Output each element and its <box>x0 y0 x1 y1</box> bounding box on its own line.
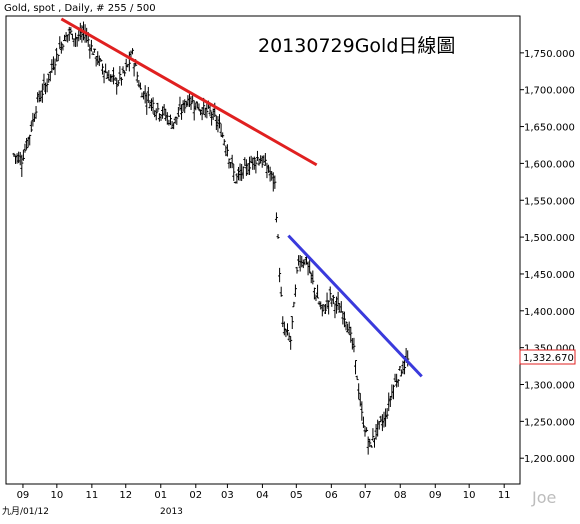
x-tick-label: 05 <box>290 490 303 501</box>
y-tick-label: 1,200.000 <box>524 454 575 465</box>
chart-header: Gold, spot , Daily, # 255 / 500 <box>4 3 156 14</box>
x-tick-label: 12 <box>119 490 132 501</box>
x-tick-label: 04 <box>256 490 269 501</box>
year-label: 2013 <box>160 507 183 517</box>
price-bars <box>12 21 410 455</box>
chart-title: 20130729Gold日線圖 <box>258 35 455 57</box>
blue-trendline <box>287 234 423 378</box>
last-price-badge-box <box>519 349 576 365</box>
y-tick-label: 1,450.000 <box>524 270 575 281</box>
x-tick-label: 11 <box>498 490 511 501</box>
x-axis: 09 10 11 12 01 02 03 04 05 06 07 08 09 10 11 <box>17 484 511 501</box>
red-trendline <box>60 17 318 167</box>
x-tick-label: 09 <box>429 490 442 501</box>
x-tick-label: 06 <box>325 490 338 501</box>
last-price-badge: 1,332.670 <box>523 353 574 364</box>
x-tick-label: 09 <box>17 490 30 501</box>
y-tick-label: 1,350.000 <box>524 344 575 355</box>
x-tick-label: 10 <box>463 490 476 501</box>
x-tick-label: 11 <box>85 490 98 501</box>
plot-frame <box>5 15 521 485</box>
y-tick-label: 1,700.000 <box>524 86 575 97</box>
x-tick-label: 10 <box>50 490 63 501</box>
x-tick-label: 07 <box>359 490 372 501</box>
start-date-label: 九月/01/12 <box>2 506 49 517</box>
y-axis: 1,200.000 1,250.000 1,300.000 1,350.000 1,40… <box>520 49 575 465</box>
watermark: Joe <box>531 488 556 507</box>
x-tick-label: 02 <box>189 490 202 501</box>
y-tick-label: 1,600.000 <box>524 159 575 170</box>
y-tick-label: 1,750.000 <box>524 49 575 60</box>
y-tick-label: 1,650.000 <box>524 123 575 134</box>
y-tick-label: 1,400.000 <box>524 307 575 318</box>
y-tick-label: 1,500.000 <box>524 233 575 244</box>
y-tick-label: 1,550.000 <box>524 196 575 207</box>
trendlines <box>60 17 423 378</box>
x-tick-label: 01 <box>154 490 167 501</box>
x-tick-label: 03 <box>221 490 234 501</box>
y-tick-label: 1,250.000 <box>524 417 575 428</box>
y-tick-label: 1,300.000 <box>524 381 575 392</box>
x-tick-label: 08 <box>394 490 407 501</box>
